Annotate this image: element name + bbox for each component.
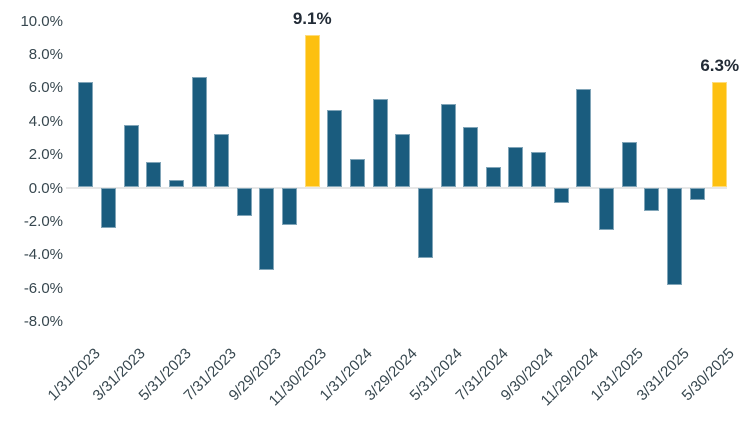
y-axis-tick-label: 2.0% <box>28 146 63 164</box>
bar <box>485 166 501 187</box>
bar <box>508 146 524 187</box>
bar <box>168 180 184 187</box>
bar <box>123 125 139 187</box>
highlighted-bar <box>304 35 320 187</box>
bar <box>349 158 365 187</box>
bar <box>327 110 343 187</box>
bar <box>553 188 569 203</box>
bar <box>689 188 705 200</box>
y-axis-tick-label: 6.0% <box>28 79 63 97</box>
bar <box>146 161 162 187</box>
y-axis-tick-label: 10.0% <box>20 12 63 30</box>
bar <box>531 151 547 187</box>
y-axis-tick-label: 8.0% <box>28 46 63 64</box>
bar <box>78 81 94 187</box>
bar <box>236 188 252 217</box>
bar <box>214 133 230 187</box>
bar <box>100 188 116 228</box>
bar <box>599 188 615 230</box>
bar <box>259 188 275 270</box>
zero-baseline <box>66 187 727 189</box>
bar <box>191 76 207 187</box>
y-axis-tick-label: 0.0% <box>28 179 63 197</box>
bar <box>440 103 456 187</box>
y-axis-tick-label: -4.0% <box>23 246 63 264</box>
bar <box>282 188 298 225</box>
y-axis-tick-label: -6.0% <box>23 279 63 297</box>
bar <box>463 126 479 187</box>
highlighted-bar <box>712 81 728 187</box>
bar <box>576 88 592 187</box>
bar <box>644 188 660 212</box>
data-label: 6.3% <box>700 55 740 75</box>
data-label: 9.1% <box>292 9 332 29</box>
y-axis-tick-label: 4.0% <box>28 112 63 130</box>
bar <box>621 141 637 187</box>
bar <box>395 133 411 187</box>
y-axis-tick-label: -8.0% <box>23 312 63 330</box>
bar <box>372 98 388 187</box>
bar <box>666 188 682 285</box>
bar <box>417 188 433 258</box>
y-axis-tick-label: -2.0% <box>23 212 63 230</box>
